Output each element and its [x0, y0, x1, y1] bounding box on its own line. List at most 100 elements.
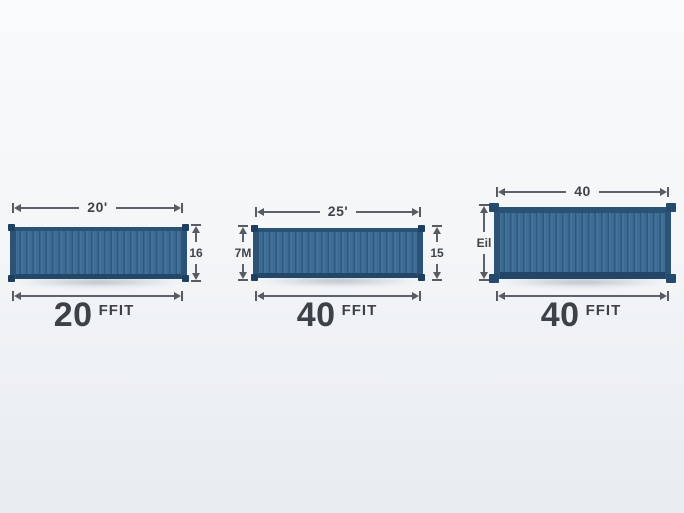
dimension-end-tick [496, 187, 498, 197]
dimension-line-segment [242, 234, 244, 242]
container-corner-post [253, 228, 259, 278]
height-dimension-label: 7M [234, 246, 252, 260]
dimension-line-segment [598, 191, 661, 193]
dimension-end-tick [255, 291, 257, 301]
corner-fitting [182, 275, 189, 282]
corner-fitting [8, 224, 15, 231]
dimension-line-segment [242, 264, 244, 272]
arrowhead-left-icon [257, 292, 264, 300]
arrowhead-left-icon [498, 292, 505, 300]
height-dimension-label: 16 [189, 246, 203, 260]
dimension-end-tick [419, 207, 421, 217]
dimension-end-tick [181, 203, 183, 213]
size-caption-40ft-middle: 40 FFIT [262, 296, 412, 334]
size-caption-unit: FFIT [98, 301, 135, 319]
container-corrugated-body [253, 228, 423, 278]
top-width-dimension-line: 25' [255, 203, 421, 219]
bottom-width-dimension-line [12, 289, 183, 303]
size-caption-number: 20 [53, 295, 93, 334]
corner-fitting [8, 275, 15, 282]
arrowhead-down-icon [433, 272, 441, 279]
arrowhead-right-icon [174, 204, 181, 212]
dimension-end-tick [479, 204, 489, 206]
corner-fitting [489, 274, 499, 283]
dimension-end-tick [667, 187, 670, 197]
dimension-line-segment [264, 295, 412, 297]
size-caption-20ft: 20 FFIT [19, 296, 169, 334]
height-dimension-label: 15 [430, 246, 444, 260]
top-dimension-label: 20' [87, 199, 108, 215]
container-corner-post [181, 227, 187, 279]
arrowhead-up-icon [239, 227, 247, 234]
arrowhead-down-icon [192, 273, 200, 280]
corner-fitting [666, 203, 676, 212]
dimension-end-tick [479, 279, 489, 281]
top-dimension-label: 25' [327, 203, 349, 219]
dimension-end-tick [419, 291, 421, 301]
corner-fitting [251, 225, 258, 232]
arrowhead-down-icon [480, 272, 488, 279]
container-corrugated-body [494, 207, 671, 279]
left-height-dimension-line: 7M [235, 225, 251, 281]
dimension-end-tick [12, 203, 14, 213]
container-shadow [14, 277, 183, 287]
dimension-line-segment [264, 211, 320, 213]
dimension-line-segment [356, 211, 412, 213]
container-corner-post [665, 207, 671, 279]
dimension-line-segment [21, 295, 174, 297]
size-caption-40ft-right: 40 FFIT [506, 296, 656, 334]
dimension-end-tick [238, 279, 248, 281]
size-caption-number: 40 [540, 295, 580, 334]
dimension-line-segment [195, 233, 197, 242]
dimension-end-tick [191, 280, 201, 282]
container-shadow [498, 277, 667, 287]
height-dimension-label: Eil [476, 235, 492, 250]
shipping-container-40ft-tall [489, 203, 676, 287]
dimension-end-tick [255, 207, 257, 217]
arrowhead-up-icon [480, 206, 488, 213]
left-height-dimension-line: Eil [476, 204, 492, 281]
top-dimension-label: 40 [574, 183, 591, 199]
container-corrugated-body [10, 227, 187, 279]
dimension-line-segment [483, 213, 485, 232]
size-caption-number: 40 [296, 295, 336, 334]
dimension-end-tick [667, 291, 669, 301]
dimension-line-segment [195, 264, 197, 273]
arrowhead-right-icon [412, 292, 419, 300]
bottom-width-dimension-line [255, 289, 421, 303]
size-caption-unit: FFIT [585, 301, 622, 319]
dimension-line-segment [505, 191, 567, 193]
dimension-end-tick [12, 291, 14, 301]
corner-fitting [251, 274, 258, 281]
arrowhead-left-icon [498, 188, 505, 196]
arrowhead-left-icon [257, 208, 264, 216]
dimension-line-segment [483, 253, 485, 272]
dimension-line-segment [436, 264, 438, 272]
dimension-end-tick [181, 291, 183, 301]
size-caption-unit: FFIT [341, 301, 378, 319]
bottom-width-dimension-line [496, 289, 669, 303]
right-height-dimension-line: 15 [429, 225, 445, 281]
dimension-end-tick [191, 224, 201, 226]
dimension-end-tick [496, 291, 498, 301]
container-corner-post [494, 207, 500, 279]
corner-fitting [182, 224, 189, 231]
dimension-end-tick [432, 225, 442, 227]
arrowhead-left-icon [14, 292, 21, 300]
shipping-container-40ft-middle [251, 225, 425, 286]
dimension-line-segment [505, 295, 660, 297]
arrowhead-up-icon [192, 226, 200, 233]
arrowhead-right-icon [660, 188, 668, 196]
container-corner-post [10, 227, 16, 279]
corner-fitting [418, 274, 425, 281]
corner-fitting [489, 203, 499, 212]
arrowhead-up-icon [433, 227, 441, 234]
dimension-end-tick [238, 225, 248, 227]
top-width-dimension-line: 20' [12, 199, 183, 215]
corner-fitting [666, 274, 676, 283]
dimension-line-segment [21, 207, 80, 209]
dimension-end-tick [432, 279, 442, 281]
arrowhead-right-icon [174, 292, 181, 300]
arrowhead-left-icon [14, 204, 21, 212]
